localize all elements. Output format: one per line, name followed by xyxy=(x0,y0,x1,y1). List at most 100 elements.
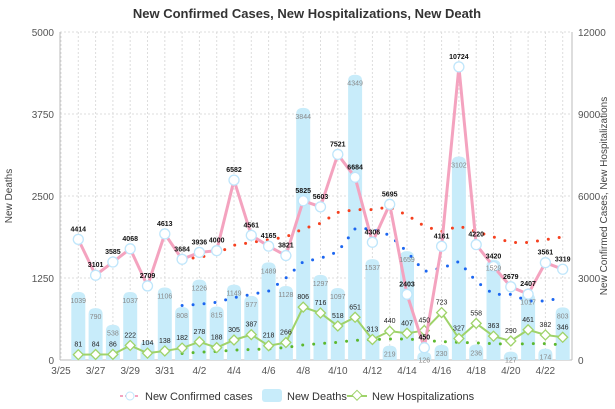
hospitalization-point[interactable] xyxy=(470,317,483,330)
confirmed-point[interactable] xyxy=(297,195,309,207)
hospitalization-point[interactable] xyxy=(158,345,171,357)
death-bar[interactable] xyxy=(486,259,501,360)
death-bar[interactable] xyxy=(469,344,484,360)
confirmed-point[interactable] xyxy=(314,201,327,213)
hospitalization-label: 450 xyxy=(418,317,430,324)
confirmed-point[interactable] xyxy=(159,228,171,240)
confirmed-point[interactable] xyxy=(193,246,206,259)
hospitalization-point[interactable] xyxy=(245,328,258,341)
confirmed-point[interactable] xyxy=(72,233,84,246)
x-tick-label: 3/29 xyxy=(120,366,140,377)
death-bar[interactable] xyxy=(157,287,172,360)
hospitalization-point[interactable] xyxy=(107,348,119,361)
confirmed-point[interactable] xyxy=(435,240,448,252)
confirmed-point[interactable] xyxy=(107,256,119,268)
death-bar[interactable] xyxy=(434,344,449,360)
death-bar[interactable] xyxy=(503,351,518,360)
hospitalization-point[interactable] xyxy=(383,325,396,338)
death-bar[interactable] xyxy=(348,74,363,360)
hospitalization-point[interactable] xyxy=(435,306,448,319)
hospitalization-point[interactable] xyxy=(556,331,569,344)
death-bar[interactable] xyxy=(296,107,311,360)
legend-item-deaths[interactable]: New Deaths xyxy=(262,389,347,403)
confirmed-point[interactable] xyxy=(89,269,102,281)
right-axis-label: New Confirmed Cases, New Hospitalization… xyxy=(599,97,610,295)
confirmed-point[interactable] xyxy=(487,260,500,273)
death-bar[interactable] xyxy=(382,345,397,360)
death-bar[interactable] xyxy=(244,295,259,360)
hospitalization-point[interactable] xyxy=(89,348,102,361)
confirmed-point[interactable] xyxy=(141,280,154,292)
confirmed-label: 4414 xyxy=(71,226,87,233)
death-label: 1097 xyxy=(330,294,346,301)
hospitalization-point[interactable] xyxy=(366,333,379,346)
legend-item-hospitalizations[interactable]: New Hospitalizations xyxy=(347,389,475,403)
legend-item-confirmed[interactable]: New Confirmed cases xyxy=(120,391,253,403)
death-bar[interactable] xyxy=(105,324,120,360)
confirmed-point[interactable] xyxy=(453,61,465,73)
hospitalization-point[interactable] xyxy=(141,347,154,360)
confirmed-point[interactable] xyxy=(211,245,223,257)
death-bar[interactable] xyxy=(88,308,103,360)
hospitalization-point[interactable] xyxy=(193,335,206,348)
confirmed-point[interactable] xyxy=(539,257,552,269)
confirmed-point[interactable] xyxy=(505,281,517,293)
confirmed-point[interactable] xyxy=(401,288,413,300)
hospitalization-label: 86 xyxy=(109,341,117,348)
hospitalization-point[interactable] xyxy=(297,301,310,313)
hospitalization-point[interactable] xyxy=(262,339,275,352)
hospitalization-point[interactable] xyxy=(349,311,361,324)
hospitalization-point[interactable] xyxy=(124,339,137,352)
death-label: 126 xyxy=(418,358,430,365)
confirmed-point[interactable] xyxy=(366,236,379,248)
confirmed-point[interactable] xyxy=(262,240,275,252)
hospitalization-point[interactable] xyxy=(176,342,188,354)
hospitalization-point[interactable] xyxy=(504,335,517,347)
confirmed-point[interactable] xyxy=(124,243,136,255)
hospitalization-point[interactable] xyxy=(331,320,344,332)
hospitalization-label: 81 xyxy=(74,342,82,349)
death-bar[interactable] xyxy=(417,351,432,360)
death-bar[interactable] xyxy=(538,348,553,360)
confirmed-point[interactable] xyxy=(418,342,430,354)
confirmed-point[interactable] xyxy=(522,288,534,300)
hospitalization-point[interactable] xyxy=(280,336,292,349)
confirmed-point[interactable] xyxy=(280,249,292,262)
x-tick-label: 4/8 xyxy=(296,366,310,377)
hospitalization-point[interactable] xyxy=(539,329,552,341)
hospitalization-point[interactable] xyxy=(522,323,534,336)
hospitalization-point[interactable] xyxy=(453,332,465,345)
hospitalization-point[interactable] xyxy=(228,334,240,346)
confirmed-point[interactable] xyxy=(557,263,569,275)
death-label: 3102 xyxy=(451,163,467,170)
confirmed-point[interactable] xyxy=(470,239,482,251)
confirmed-point[interactable] xyxy=(349,171,361,183)
death-bar[interactable] xyxy=(261,262,276,360)
confirmed-label: 2407 xyxy=(520,281,536,288)
confirmed-point[interactable] xyxy=(228,174,240,186)
confirmed-point[interactable] xyxy=(384,198,396,210)
hospitalization-label: 182 xyxy=(176,335,188,342)
confirmed-label: 3821 xyxy=(278,243,294,250)
confirmed-point[interactable] xyxy=(245,229,257,241)
hospitalization-point[interactable] xyxy=(314,307,327,319)
confirmed-point[interactable] xyxy=(176,253,188,265)
death-label: 1537 xyxy=(365,265,381,272)
hospitalization-point[interactable] xyxy=(487,330,500,343)
hospitalization-point[interactable] xyxy=(210,341,223,354)
confirmed-label: 4165 xyxy=(261,233,277,240)
death-label: 219 xyxy=(384,352,396,359)
hospitalization-point[interactable] xyxy=(401,327,413,340)
hospitalization-label: 363 xyxy=(488,323,500,330)
confirmed-point[interactable] xyxy=(332,148,344,161)
confirmed-label: 3420 xyxy=(486,254,502,261)
death-bar[interactable] xyxy=(123,291,138,360)
x-tick-label: 4/12 xyxy=(363,366,383,377)
right-tick-label: 0 xyxy=(578,356,584,367)
death-bar[interactable] xyxy=(71,291,86,360)
hospitalization-point[interactable] xyxy=(72,348,85,361)
death-bar[interactable] xyxy=(451,156,466,360)
death-label: 1489 xyxy=(261,268,277,275)
